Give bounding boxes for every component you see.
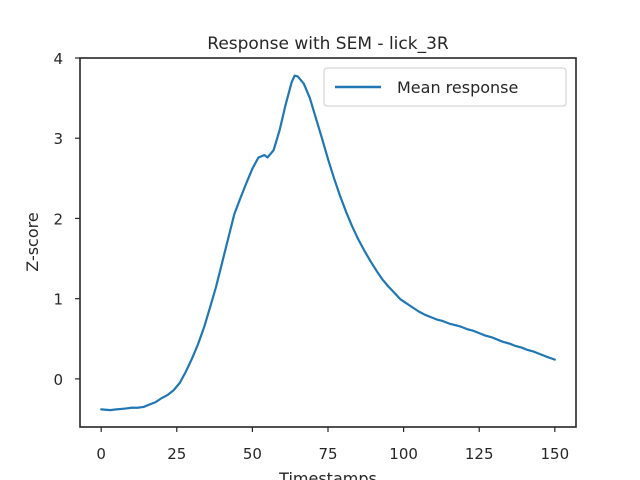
legend-label-mean-response: Mean response — [397, 78, 518, 97]
legend-box — [323, 67, 567, 107]
y-tick-label: 0 — [53, 371, 63, 389]
y-tick-label: 2 — [53, 210, 63, 228]
x-tick-label: 25 — [167, 445, 186, 463]
y-axis-label: Z-score — [23, 212, 42, 271]
x-tick-label: 75 — [318, 445, 337, 463]
x-tick-label: 100 — [389, 445, 418, 463]
x-tick-label: 50 — [243, 445, 262, 463]
y-tick-label: 3 — [53, 130, 63, 148]
x-tick-label: 125 — [465, 445, 494, 463]
x-tick-label: 0 — [96, 445, 106, 463]
legend: Mean response — [323, 67, 567, 107]
y-axis-ticks: 0 1 2 3 4 — [53, 50, 80, 389]
x-axis-label: Timestamps — [278, 469, 377, 480]
chart-title: Response with SEM - lick_3R — [207, 34, 449, 54]
y-tick-label: 4 — [53, 50, 63, 68]
series-line-mean-response — [100, 74, 556, 412]
y-tick-label: 1 — [53, 291, 63, 309]
axes-frame — [79, 57, 577, 428]
x-tick-label: 150 — [541, 445, 570, 463]
x-axis-ticks: 0 25 50 75 100 125 150 — [96, 427, 569, 463]
plot-area — [100, 74, 556, 412]
